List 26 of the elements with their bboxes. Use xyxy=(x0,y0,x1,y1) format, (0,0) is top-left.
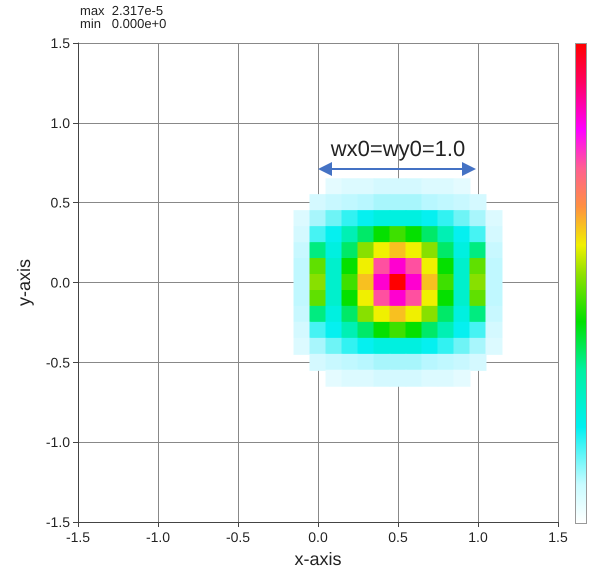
point xyxy=(342,370,358,387)
annotation: wx0=wy0=1.0 xyxy=(330,136,466,161)
point xyxy=(454,370,470,387)
x-tick-label: 1.0 xyxy=(468,529,488,545)
text: max 2.317e-5 xyxy=(80,3,164,18)
x-axis-title: x-axis xyxy=(294,549,342,569)
y-tick-label: 1.0 xyxy=(50,114,70,131)
text: min 0.000e+0 xyxy=(80,16,166,31)
point xyxy=(454,178,470,196)
y-axis-title: y-axis xyxy=(14,258,34,306)
y-tick-label: -0.5 xyxy=(46,354,70,370)
x-tick-label: 0.0 xyxy=(308,529,328,545)
point xyxy=(358,370,374,387)
x-tick-label: -0.5 xyxy=(226,529,250,545)
y-tick-label: 0.5 xyxy=(50,194,70,211)
y-tick-label: -1.0 xyxy=(46,434,70,450)
point xyxy=(326,370,342,387)
point xyxy=(422,370,438,387)
x-tick-label: 0.5 xyxy=(388,529,408,545)
y-tick-label: -1.5 xyxy=(46,514,70,530)
point xyxy=(438,370,454,387)
y-tick-label: 1.5 xyxy=(50,35,70,51)
x-tick-label: 1.5 xyxy=(548,529,568,545)
y-tick-label: 0.0 xyxy=(50,274,70,290)
x-tick-label: -1.5 xyxy=(66,529,90,545)
x-tick-label: -1.0 xyxy=(146,529,170,545)
